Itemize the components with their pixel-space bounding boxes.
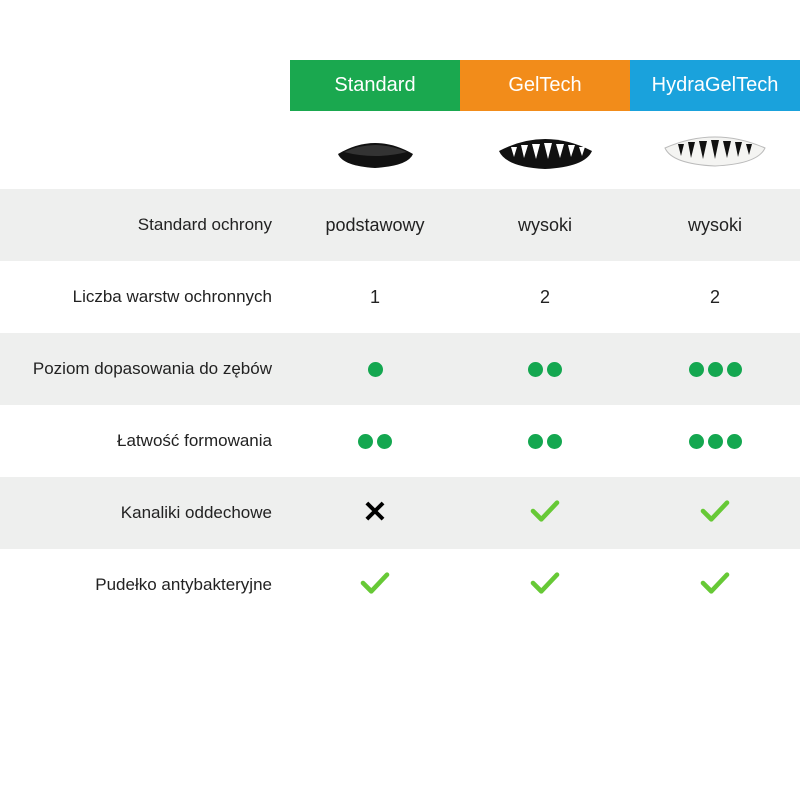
rating-dot-icon: [528, 362, 543, 377]
row-label: Pudełko antybakteryjne: [0, 549, 290, 621]
row-label: Standard ochrony: [0, 189, 290, 261]
cell-value: [630, 405, 800, 477]
rating-dot-icon: [689, 434, 704, 449]
table-row: Kanaliki oddechowe ✕: [0, 477, 800, 549]
row-label: Liczba warstw ochronnych: [0, 261, 290, 333]
rating-dot-icon: [547, 362, 562, 377]
table-row: Standard ochronypodstawowywysokiwysoki: [0, 189, 800, 261]
cell-value: 1: [290, 261, 460, 333]
mouthguard-icon: [328, 124, 423, 172]
comparison-table-wrap: Standard GelTech HydraGelTech: [0, 0, 800, 621]
table-row: Łatwość formowania: [0, 405, 800, 477]
row-label: Łatwość formowania: [0, 405, 290, 477]
cell-value: [290, 549, 460, 621]
cell-value: [460, 549, 630, 621]
cell-value: [630, 477, 800, 549]
check-icon: [360, 571, 390, 595]
product-image-row: [0, 111, 800, 189]
cell-value: wysoki: [630, 189, 800, 261]
rating-dot-icon: [358, 434, 373, 449]
comparison-table: Standard GelTech HydraGelTech: [0, 60, 800, 621]
rating-dot-icon: [727, 362, 742, 377]
cell-value: [630, 333, 800, 405]
rating-dot-icon: [689, 362, 704, 377]
rating-dot-icon: [727, 434, 742, 449]
header-standard: Standard: [290, 60, 460, 111]
rating-dot-icon: [377, 434, 392, 449]
header-row: Standard GelTech HydraGelTech: [0, 60, 800, 111]
check-icon: [530, 571, 560, 595]
table-row: Liczba warstw ochronnych122: [0, 261, 800, 333]
header-blank: [0, 60, 290, 111]
check-icon: [700, 571, 730, 595]
table-row: Pudełko antybakteryjne: [0, 549, 800, 621]
row-label: Poziom dopasowania do zębów: [0, 333, 290, 405]
product-image-standard: [290, 111, 460, 189]
cell-value: [290, 333, 460, 405]
rating-dot-icon: [528, 434, 543, 449]
table-row: Poziom dopasowania do zębów: [0, 333, 800, 405]
cell-value: podstawowy: [290, 189, 460, 261]
cell-value: ✕: [290, 477, 460, 549]
rating-dot-icon: [708, 434, 723, 449]
product-image-blank: [0, 111, 290, 189]
cross-icon: ✕: [362, 498, 387, 528]
product-image-geltech: [460, 111, 630, 189]
header-hydra: HydraGelTech: [630, 60, 800, 111]
header-geltech: GelTech: [460, 60, 630, 111]
cell-value: 2: [460, 261, 630, 333]
table-body: Standard ochronypodstawowywysokiwysokiLi…: [0, 189, 800, 621]
check-icon: [530, 499, 560, 523]
check-icon: [700, 499, 730, 523]
rating-dot-icon: [368, 362, 383, 377]
product-image-hydra: [630, 111, 800, 189]
cell-value: [460, 477, 630, 549]
cell-value: 2: [630, 261, 800, 333]
row-label: Kanaliki oddechowe: [0, 477, 290, 549]
rating-dot-icon: [708, 362, 723, 377]
mouthguard-icon: [660, 124, 770, 172]
rating-dot-icon: [547, 434, 562, 449]
cell-value: [630, 549, 800, 621]
mouthguard-icon: [493, 123, 598, 173]
cell-value: wysoki: [460, 189, 630, 261]
cell-value: [460, 405, 630, 477]
cell-value: [290, 405, 460, 477]
cell-value: [460, 333, 630, 405]
